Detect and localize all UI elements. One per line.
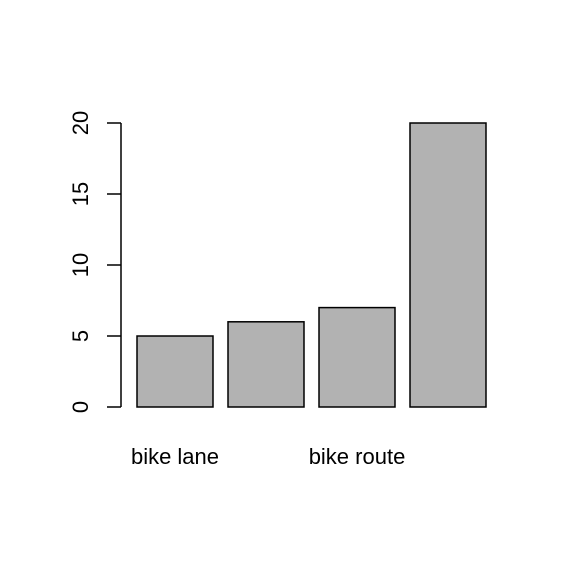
bar (318, 306, 396, 408)
x-tick-label: bike lane (131, 444, 219, 469)
bar (409, 122, 487, 408)
y-axis: 0 5 10 15 20 (68, 111, 122, 413)
bar (227, 321, 305, 408)
y-tick-label: 20 (68, 111, 93, 135)
x-tick-label: bike route (309, 444, 406, 469)
y-tick-label: 0 (68, 401, 93, 413)
y-tick-label: 15 (68, 182, 93, 206)
bars (136, 122, 487, 408)
y-tick-label: 5 (68, 330, 93, 342)
y-tick-label: 10 (68, 253, 93, 277)
x-axis-labels: bike lane bike route (131, 444, 405, 469)
bar (136, 335, 214, 408)
